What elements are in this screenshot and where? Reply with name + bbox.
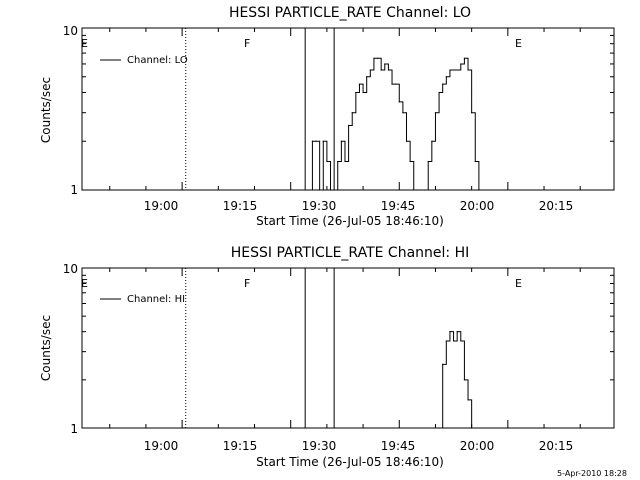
x-tick-label: 20:00 [460, 199, 495, 213]
plot-frame [81, 267, 615, 429]
chart-title: HESSI PARTICLE_RATE Channel: HI [231, 245, 469, 261]
marker-label-e-end: E [515, 37, 522, 50]
data-point [460, 63, 462, 65]
x-axis-label: Start Time (26-Jul-05 18:46:10) [256, 214, 444, 228]
y-tick-label-1: 1 [70, 183, 78, 197]
data-point [355, 91, 357, 94]
data-point [442, 363, 444, 365]
y-tick-label-1: 1 [70, 422, 78, 436]
y-axis-label: Counts/sec [39, 77, 53, 143]
data-point [358, 83, 361, 85]
y-tick-label-10: 10 [63, 262, 78, 276]
data-point [398, 101, 400, 103]
data-point [337, 160, 339, 163]
footer-timestamp: 5-Apr-2010 18:28 [557, 469, 627, 478]
x-tick-label: 19:45 [381, 439, 416, 453]
data-point [376, 57, 379, 59]
data-point [463, 379, 466, 381]
panel-hi: HESSI PARTICLE_RATE Channel: HI Counts/s… [39, 245, 615, 469]
data-point [311, 140, 314, 142]
data-point [474, 160, 476, 163]
data-point [467, 399, 469, 401]
data-point [467, 69, 469, 71]
legend-label: Channel: HI [127, 294, 185, 305]
data-point [326, 160, 328, 163]
data-point [438, 427, 440, 429]
panel-lo: HESSI PARTICLE_RATE Channel: LO Counts/s… [39, 5, 615, 228]
data-point [456, 69, 458, 71]
data-point [420, 189, 422, 191]
x-tick-label: 19:00 [144, 439, 179, 453]
x-tick-label: 19:30 [302, 439, 337, 453]
x-tick-label: 19:00 [144, 199, 179, 213]
data-point [471, 112, 473, 114]
series-line [308, 57, 483, 191]
data-point [445, 76, 447, 78]
data-point [348, 124, 350, 127]
data-point [373, 57, 375, 59]
data-point [402, 112, 404, 114]
x-tick-label: 20:15 [539, 439, 574, 453]
data-point [460, 340, 462, 342]
data-point [340, 140, 342, 142]
y-axis-label: Counts/sec [39, 315, 53, 381]
data-point [384, 63, 386, 65]
plot-frame [81, 27, 615, 191]
x-tick-labels: 19:00 19:15 19:30 19:45 20:00 20:15 [144, 199, 574, 213]
data-point [362, 91, 364, 94]
x-tick-labels: 19:00 19:15 19:30 19:45 20:00 20:15 [144, 439, 574, 453]
data-point [445, 340, 447, 342]
data-point [452, 69, 455, 71]
data-point [413, 189, 415, 191]
data-point [329, 189, 332, 191]
data-point [322, 140, 324, 142]
legend-label: Channel: LO [127, 55, 188, 66]
x-tick-label: 19:15 [223, 199, 258, 213]
data-point [478, 189, 480, 191]
data-point [456, 331, 458, 333]
data-point [449, 69, 451, 71]
data-point [427, 160, 429, 163]
chart-title: HESSI PARTICLE_RATE Channel: LO [229, 5, 471, 21]
data-point [416, 189, 418, 191]
y-tick-label-10: 10 [63, 24, 78, 38]
data-point [319, 189, 321, 191]
data-point [366, 76, 368, 78]
data-point [434, 112, 437, 114]
data-point [438, 91, 440, 94]
data-point [308, 189, 310, 191]
data-point [463, 57, 466, 59]
x-tick-label: 19:45 [381, 199, 416, 213]
data-point [424, 189, 426, 191]
data-point [395, 83, 397, 85]
series-line [439, 331, 476, 429]
data-point [449, 331, 451, 333]
x-tick-label: 19:30 [302, 199, 337, 213]
data-point [344, 160, 346, 163]
x-tick-label: 20:15 [539, 199, 574, 213]
data-point [391, 83, 393, 85]
data-point [380, 69, 382, 71]
data-point [405, 140, 408, 142]
data-point [387, 69, 390, 71]
data-point [369, 69, 371, 71]
x-tick-label: 19:15 [223, 439, 258, 453]
marker-label-e-end: E [515, 277, 522, 290]
x-axis-label: Start Time (26-Jul-05 18:46:10) [256, 455, 444, 469]
data-point [431, 140, 433, 142]
marker-label-f: F [244, 37, 250, 50]
data-point [471, 427, 473, 429]
data-point [315, 140, 317, 142]
data-point [452, 340, 455, 342]
data-point [351, 112, 353, 114]
x-tick-label: 20:00 [460, 439, 495, 453]
marker-label-f: F [244, 277, 250, 290]
data-point [333, 189, 335, 191]
data-point [442, 83, 444, 85]
data-point [409, 160, 411, 163]
